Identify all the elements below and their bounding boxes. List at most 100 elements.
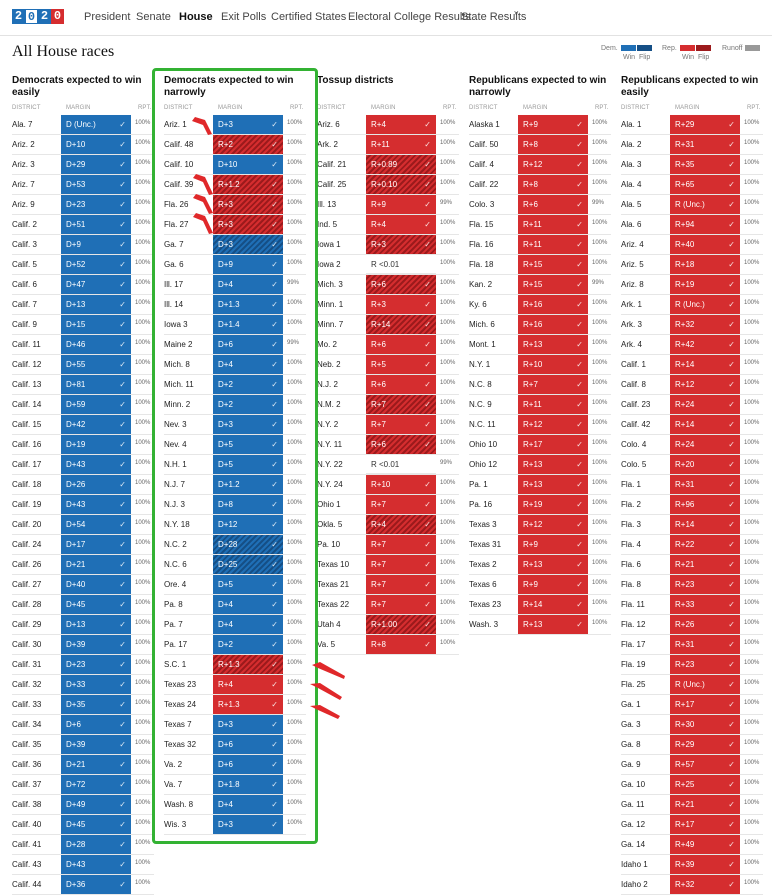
race-row[interactable]: N.C. 8 R+7 ✓ 100%: [469, 375, 611, 395]
race-row[interactable]: Colo. 3 R+6 ✓ 99%: [469, 195, 611, 215]
race-row[interactable]: Mich. 11 D+2 ✓ 100%: [164, 375, 306, 395]
race-row[interactable]: N.J. 7 D+1.2 ✓ 100%: [164, 475, 306, 495]
race-row[interactable]: Calif. 32 D+33 ✓ 100%: [12, 675, 154, 695]
race-row[interactable]: Pa. 8 D+4 ✓ 100%: [164, 595, 306, 615]
race-row[interactable]: N.C. 11 R+12 ✓ 100%: [469, 415, 611, 435]
race-row[interactable]: Calif. 7 D+13 ✓ 100%: [12, 295, 154, 315]
race-row[interactable]: N.Y. 11 R+6 ✓ 100%: [317, 435, 459, 455]
race-row[interactable]: Ga. 6 D+9 ✓ 100%: [164, 255, 306, 275]
race-row[interactable]: Calif. 40 D+45 ✓ 100%: [12, 815, 154, 835]
race-row[interactable]: Ga. 1 R+17 ✓ 100%: [621, 695, 763, 715]
race-row[interactable]: Calif. 48 R+2 ✓ 100%: [164, 135, 306, 155]
race-row[interactable]: N.C. 2 D+28 ✓ 100%: [164, 535, 306, 555]
race-row[interactable]: Minn. 7 R+14 ✓ 100%: [317, 315, 459, 335]
race-row[interactable]: Ore. 4 D+5 ✓ 100%: [164, 575, 306, 595]
race-row[interactable]: Ill. 13 R+9 ✓ 99%: [317, 195, 459, 215]
race-row[interactable]: Calif. 8 R+12 ✓ 100%: [621, 375, 763, 395]
race-row[interactable]: Minn. 2 D+2 ✓ 100%: [164, 395, 306, 415]
race-row[interactable]: Ariz. 2 D+10 ✓ 100%: [12, 135, 154, 155]
race-row[interactable]: Colo. 5 R+20 ✓ 100%: [621, 455, 763, 475]
race-row[interactable]: Ark. 2 R+11 ✓ 100%: [317, 135, 459, 155]
race-row[interactable]: Texas 23 R+4 ✓ 100%: [164, 675, 306, 695]
race-row[interactable]: Calif. 1 R+14 ✓ 100%: [621, 355, 763, 375]
race-row[interactable]: Fla. 15 R+11 ✓ 100%: [469, 215, 611, 235]
race-row[interactable]: Calif. 29 D+13 ✓ 100%: [12, 615, 154, 635]
race-row[interactable]: Fla. 1 R+31 ✓ 100%: [621, 475, 763, 495]
race-row[interactable]: Maine 2 D+6 ✓ 99%: [164, 335, 306, 355]
race-row[interactable]: Ohio 1 R+7 ✓ 100%: [317, 495, 459, 515]
race-row[interactable]: Calif. 11 D+46 ✓ 100%: [12, 335, 154, 355]
race-row[interactable]: Pa. 10 R+7 ✓ 100%: [317, 535, 459, 555]
race-row[interactable]: Calif. 10 D+10 ✓ 100%: [164, 155, 306, 175]
race-row[interactable]: N.J. 2 R+6 ✓ 100%: [317, 375, 459, 395]
race-row[interactable]: Texas 2 R+13 ✓ 100%: [469, 555, 611, 575]
race-row[interactable]: N.Y. 24 R+10 ✓ 100%: [317, 475, 459, 495]
race-row[interactable]: Iowa 3 D+1.4 ✓ 100%: [164, 315, 306, 335]
nav-senate[interactable]: Senate: [136, 11, 171, 23]
race-row[interactable]: Calif. 38 D+49 ✓ 100%: [12, 795, 154, 815]
race-row[interactable]: Okla. 5 R+4 ✓ 100%: [317, 515, 459, 535]
race-row[interactable]: N.H. 1 D+5 ✓ 100%: [164, 455, 306, 475]
race-row[interactable]: Ala. 1 R+29 ✓ 100%: [621, 115, 763, 135]
nav-certified-states[interactable]: Certified States: [271, 11, 347, 23]
race-row[interactable]: Ala. 7 D (Unc.) ✓ 100%: [12, 115, 154, 135]
race-row[interactable]: Texas 6 R+9 ✓ 100%: [469, 575, 611, 595]
race-row[interactable]: Calif. 12 D+55 ✓ 100%: [12, 355, 154, 375]
race-row[interactable]: Ga. 9 R+57 ✓ 100%: [621, 755, 763, 775]
race-row[interactable]: Ind. 5 R+4 ✓ 100%: [317, 215, 459, 235]
race-row[interactable]: Ga. 8 R+29 ✓ 100%: [621, 735, 763, 755]
race-row[interactable]: Ga. 14 R+49 ✓ 100%: [621, 835, 763, 855]
race-row[interactable]: Calif. 21 R+0.89 ✓ 100%: [317, 155, 459, 175]
race-row[interactable]: Ark. 1 R (Unc.) ✓ 100%: [621, 295, 763, 315]
race-row[interactable]: Ariz. 5 R+18 ✓ 100%: [621, 255, 763, 275]
race-row[interactable]: Ariz. 3 D+29 ✓ 100%: [12, 155, 154, 175]
race-row[interactable]: Va. 2 D+6 ✓ 100%: [164, 755, 306, 775]
race-row[interactable]: N.Y. 22 R <0.01 99%: [317, 455, 459, 475]
race-row[interactable]: Ga. 11 R+21 ✓ 100%: [621, 795, 763, 815]
race-row[interactable]: Mich. 6 R+16 ✓ 100%: [469, 315, 611, 335]
race-row[interactable]: Calif. 16 D+19 ✓ 100%: [12, 435, 154, 455]
race-row[interactable]: Neb. 2 R+5 ✓ 100%: [317, 355, 459, 375]
race-row[interactable]: Ohio 10 R+17 ✓ 100%: [469, 435, 611, 455]
race-row[interactable]: Fla. 18 R+15 ✓ 100%: [469, 255, 611, 275]
race-row[interactable]: Calif. 42 R+14 ✓ 100%: [621, 415, 763, 435]
race-row[interactable]: Nev. 3 D+3 ✓ 100%: [164, 415, 306, 435]
race-row[interactable]: Mich. 8 D+4 ✓ 100%: [164, 355, 306, 375]
race-row[interactable]: Pa. 17 D+2 ✓ 100%: [164, 635, 306, 655]
race-row[interactable]: Ariz. 6 R+4 ✓ 100%: [317, 115, 459, 135]
race-row[interactable]: Fla. 4 R+22 ✓ 100%: [621, 535, 763, 555]
race-row[interactable]: Fla. 16 R+11 ✓ 100%: [469, 235, 611, 255]
race-row[interactable]: Ark. 4 R+42 ✓ 100%: [621, 335, 763, 355]
race-row[interactable]: Ga. 7 D+3 ✓ 100%: [164, 235, 306, 255]
race-row[interactable]: Calif. 43 D+43 ✓ 100%: [12, 855, 154, 875]
race-row[interactable]: Fla. 25 R (Unc.) ✓ 100%: [621, 675, 763, 695]
race-row[interactable]: N.Y. 1 R+10 ✓ 100%: [469, 355, 611, 375]
2020-logo[interactable]: 2 0 2 0: [12, 9, 64, 24]
race-row[interactable]: Texas 21 R+7 ✓ 100%: [317, 575, 459, 595]
race-row[interactable]: Calif. 25 R+0.10 ✓ 100%: [317, 175, 459, 195]
race-row[interactable]: N.J. 3 D+8 ✓ 100%: [164, 495, 306, 515]
race-row[interactable]: Texas 31 R+9 ✓ 100%: [469, 535, 611, 555]
race-row[interactable]: Calif. 37 D+72 ✓ 100%: [12, 775, 154, 795]
race-row[interactable]: Alaska 1 R+9 ✓ 100%: [469, 115, 611, 135]
race-row[interactable]: Ill. 17 D+4 ✓ 99%: [164, 275, 306, 295]
race-row[interactable]: Calif. 27 D+40 ✓ 100%: [12, 575, 154, 595]
race-row[interactable]: Texas 7 D+3 ✓ 100%: [164, 715, 306, 735]
race-row[interactable]: Calif. 50 R+8 ✓ 100%: [469, 135, 611, 155]
race-row[interactable]: Minn. 1 R+3 ✓ 100%: [317, 295, 459, 315]
race-row[interactable]: Calif. 34 D+6 ✓ 100%: [12, 715, 154, 735]
race-row[interactable]: Ill. 14 D+1.3 ✓ 100%: [164, 295, 306, 315]
nav-state-results[interactable]: State Results: [461, 11, 527, 23]
race-row[interactable]: Colo. 4 R+24 ✓ 100%: [621, 435, 763, 455]
race-row[interactable]: Nev. 4 D+5 ✓ 100%: [164, 435, 306, 455]
race-row[interactable]: Ky. 6 R+16 ✓ 100%: [469, 295, 611, 315]
race-row[interactable]: Idaho 1 R+39 ✓ 100%: [621, 855, 763, 875]
race-row[interactable]: Fla. 6 R+21 ✓ 100%: [621, 555, 763, 575]
race-row[interactable]: Calif. 44 D+36 ✓ 100%: [12, 875, 154, 895]
race-row[interactable]: Va. 5 R+8 ✓ 100%: [317, 635, 459, 655]
race-row[interactable]: Calif. 22 R+8 ✓ 100%: [469, 175, 611, 195]
race-row[interactable]: Ala. 6 R+94 ✓ 100%: [621, 215, 763, 235]
race-row[interactable]: Calif. 41 D+28 ✓ 100%: [12, 835, 154, 855]
race-row[interactable]: Calif. 19 D+43 ✓ 100%: [12, 495, 154, 515]
race-row[interactable]: Texas 10 R+7 ✓ 100%: [317, 555, 459, 575]
